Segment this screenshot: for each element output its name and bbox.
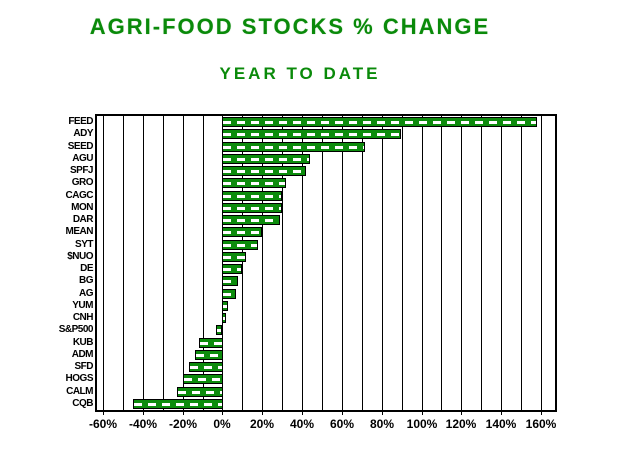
gridline-150 — [521, 116, 522, 410]
bar-DAR — [222, 215, 280, 225]
gridline-130 — [481, 116, 482, 410]
bar-SYT — [222, 240, 258, 250]
x-tick--20 — [183, 410, 184, 415]
chart-title: AGRI-FOOD STOCKS % CHANGE — [89, 14, 491, 39]
category-label-ADY: ADY — [73, 128, 93, 139]
x-tick-label--20: -20% — [168, 417, 198, 431]
x-tick-140 — [501, 410, 502, 415]
bar-CQB — [133, 399, 223, 409]
x-tick-label-100: 100% — [406, 417, 438, 431]
gridline--40 — [143, 116, 144, 410]
x-tick-120 — [461, 410, 462, 415]
gridline-100 — [422, 116, 423, 410]
bar-ADM — [195, 350, 223, 360]
bar-S&P500 — [216, 325, 222, 335]
bar-CNH — [222, 313, 226, 323]
gridline--50 — [123, 116, 124, 410]
category-label-ADM: ADM — [71, 349, 94, 360]
x-tick-60 — [342, 410, 343, 415]
x-tick-label-0: 0% — [213, 417, 231, 431]
x-tick-label-160: 160% — [525, 417, 557, 431]
bar-MEAN — [222, 227, 262, 237]
bar-$NUO — [222, 252, 246, 262]
x-tick-160 — [541, 410, 542, 415]
x-tick-label--60: -60% — [88, 417, 118, 431]
gridline--20 — [183, 116, 184, 410]
gridline-0 — [222, 116, 223, 410]
plot-area — [95, 114, 557, 412]
bar-AG — [222, 289, 236, 299]
bar-SFD — [189, 362, 223, 372]
bar-KUB — [199, 338, 223, 348]
gridline-40 — [302, 116, 303, 410]
gridline--10 — [203, 116, 204, 410]
gridline-110 — [441, 116, 442, 410]
category-label-MEAN: MEAN — [65, 226, 94, 237]
bar-SPFJ — [222, 166, 306, 176]
gridline-140 — [501, 116, 502, 410]
category-label-SPFJ: SPFJ — [69, 165, 94, 176]
category-label-CAGC: CAGC — [65, 190, 94, 201]
category-label-CALM: CALM — [66, 386, 93, 397]
x-tick-label-120: 120% — [445, 417, 477, 431]
x-tick-20 — [262, 410, 263, 415]
bar-GRO — [222, 178, 286, 188]
category-label-DE: DE — [80, 263, 93, 274]
x-tick-label-60: 60% — [329, 417, 355, 431]
gridline-10 — [242, 116, 243, 410]
category-label-SEED: SEED — [67, 141, 94, 152]
category-label-AG: AG — [79, 288, 94, 299]
gridline-20 — [262, 116, 263, 410]
chart-subtitle: YEAR TO DATE — [219, 64, 381, 83]
bar-CALM — [177, 387, 223, 397]
x-tick-label-40: 40% — [289, 417, 315, 431]
bar-ADY — [222, 129, 401, 139]
bar-BG — [222, 276, 238, 286]
bar-HOGS — [183, 374, 223, 384]
category-label-MON: MON — [71, 202, 93, 213]
bar-AGU — [222, 154, 310, 164]
gridline--30 — [163, 116, 164, 410]
x-tick-100 — [422, 410, 423, 415]
bar-FEED — [222, 117, 537, 127]
x-tick--60 — [103, 410, 104, 415]
category-label-YUM: YUM — [72, 300, 93, 311]
gridline-30 — [282, 116, 283, 410]
bar-DE — [222, 264, 242, 274]
category-label-FEED: FEED — [68, 116, 93, 127]
gridline-90 — [402, 116, 403, 410]
gridline--60 — [103, 116, 104, 410]
x-tick-80 — [382, 410, 383, 415]
x-tick-40 — [302, 410, 303, 415]
bar-SEED — [222, 142, 365, 152]
x-tick-label--40: -40% — [128, 417, 158, 431]
bar-YUM — [222, 301, 228, 311]
gridline-80 — [382, 116, 383, 410]
bar-CAGC — [222, 191, 282, 201]
x-tick-0 — [222, 410, 223, 415]
category-label-SFD: SFD — [74, 361, 94, 372]
gridline-60 — [342, 116, 343, 410]
category-label-$NUO: $NUO — [67, 251, 93, 262]
category-label-S&P500: S&P500 — [58, 324, 94, 335]
category-label-GRO: GRO — [71, 177, 94, 188]
x-tick--40 — [143, 410, 144, 415]
gridline-160 — [541, 116, 542, 410]
gridline-120 — [461, 116, 462, 410]
category-label-DAR: DAR — [72, 214, 94, 225]
gridline-70 — [362, 116, 363, 410]
category-label-CNH: CNH — [72, 312, 94, 323]
x-tick-label-140: 140% — [485, 417, 517, 431]
x-tick-label-20: 20% — [249, 417, 275, 431]
category-label-BG: BG — [79, 275, 94, 286]
x-tick-label-80: 80% — [369, 417, 395, 431]
category-label-HOGS: HOGS — [65, 373, 94, 384]
category-label-KUB: KUB — [72, 337, 94, 348]
category-label-CQB: CQB — [72, 398, 93, 409]
gridline-50 — [322, 116, 323, 410]
category-label-SYT: SYT — [75, 239, 93, 250]
bar-MON — [222, 203, 282, 213]
category-label-AGU: AGU — [72, 153, 93, 164]
